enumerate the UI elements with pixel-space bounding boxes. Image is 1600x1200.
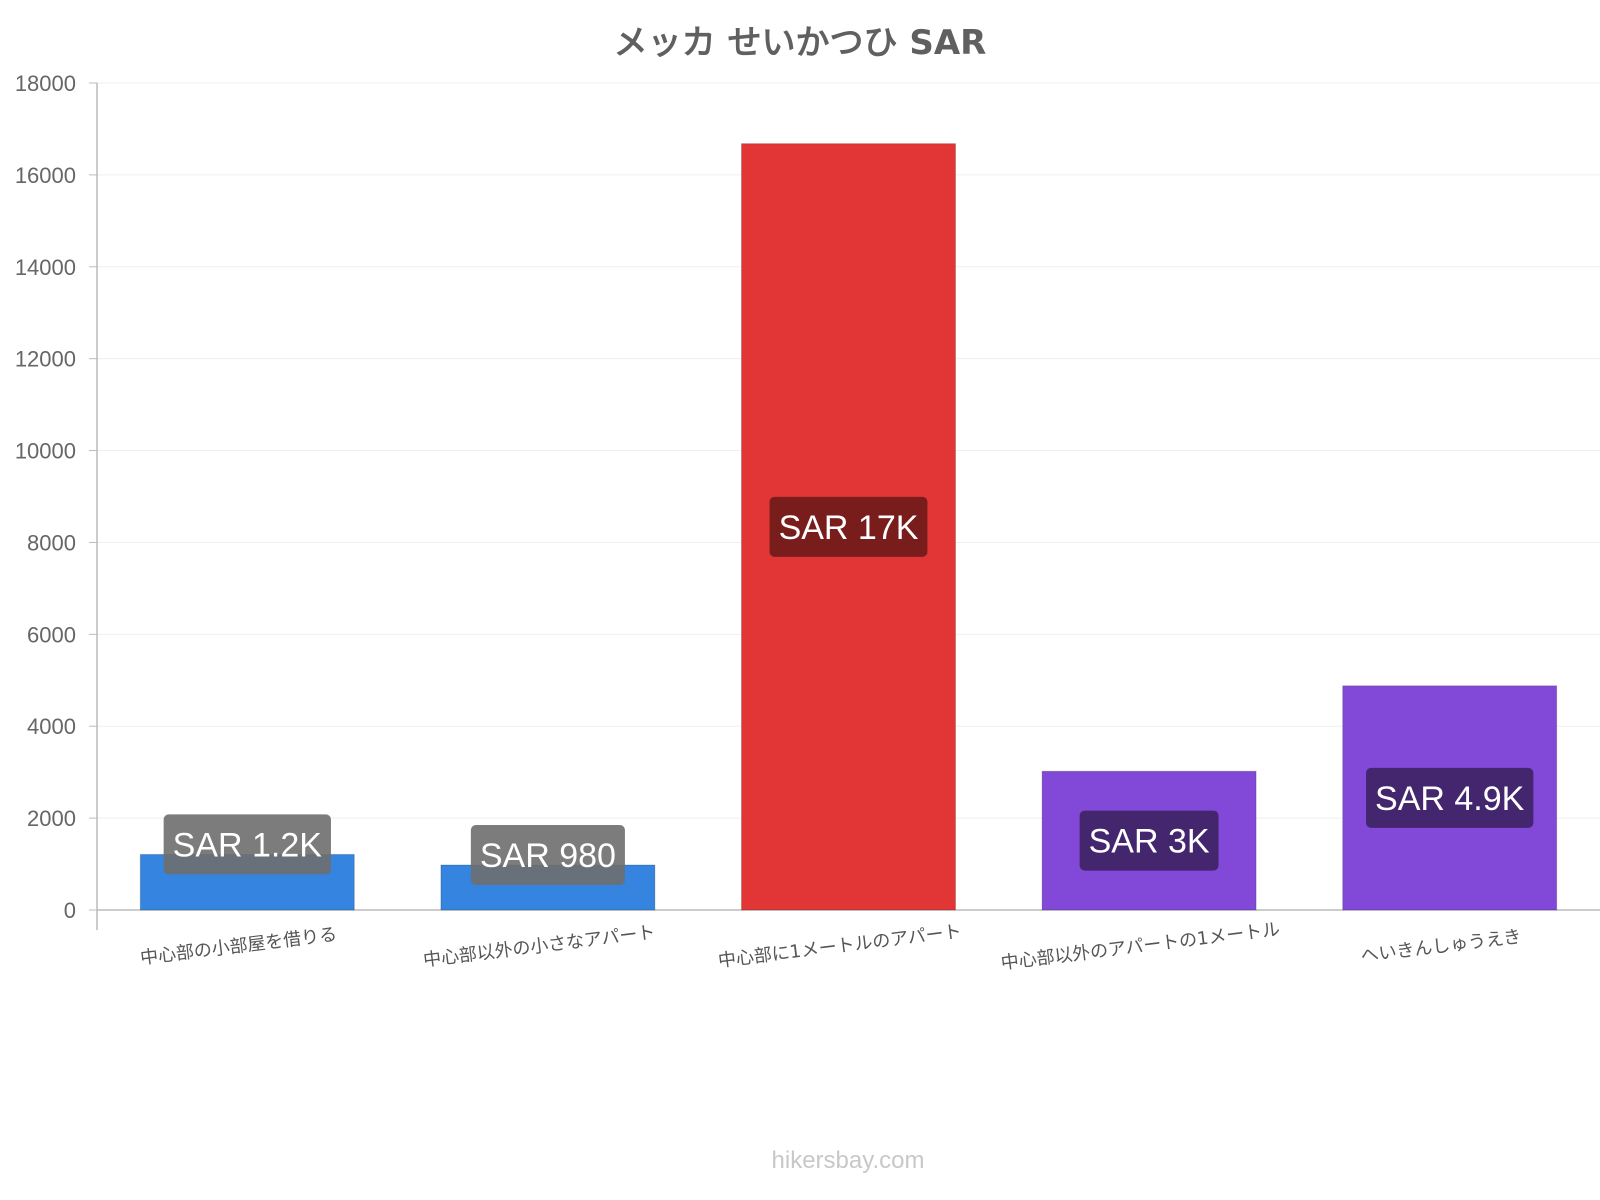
data-label-background	[1366, 767, 1534, 828]
data-label: SAR 980	[470, 824, 625, 885]
data-label-text: SAR 980	[480, 837, 616, 875]
data-label: SAR 3K	[1079, 810, 1219, 871]
data-label-text: SAR 3K	[1089, 823, 1210, 861]
data-label-background	[163, 814, 331, 875]
y-tick-label: 8000	[27, 530, 76, 555]
x-tick-label: 中心部以外のアパートの1メートル	[1000, 919, 1282, 974]
data-label: SAR 4.9K	[1366, 767, 1534, 828]
data-label-text: SAR 17K	[779, 509, 919, 547]
data-label-background	[1079, 810, 1219, 871]
chart-title: メッカ せいかつひ SAR	[614, 23, 987, 63]
watermark: hikersbay.com	[772, 1147, 925, 1174]
data-label-background	[470, 824, 625, 885]
x-tick-label: 中心部の小部屋を借りる	[139, 924, 338, 969]
y-tick-label: 18000	[15, 71, 76, 96]
data-label: SAR 1.2K	[163, 814, 331, 875]
data-label-text: SAR 4.9K	[1375, 780, 1525, 818]
y-tick-label: 2000	[27, 806, 76, 831]
data-label: SAR 17K	[769, 496, 928, 557]
y-tick-label: 14000	[15, 255, 76, 280]
y-tick-label: 10000	[15, 439, 76, 464]
y-tick-label: 4000	[27, 714, 76, 739]
y-tick-label: 16000	[15, 163, 76, 188]
y-tick-label: 12000	[15, 347, 76, 372]
data-labels: SAR 1.2K SAR 980 SAR 17K SAR 3K SAR 4.9K	[163, 496, 1534, 885]
data-label-text: SAR 1.2K	[173, 826, 323, 864]
x-tick-label: 中心部以外の小さなアパート	[422, 922, 656, 971]
x-axis-ticks: 中心部の小部屋を借りる 中心部以外の小さなアパート 中心部に1メートルのアパート 中心…	[139, 919, 1522, 974]
y-axis-ticks: 0 2000 4000 6000 8000 10000 12000 14000 16000 180…	[15, 71, 76, 923]
x-tick-label: 中心部に1メートルのアパート	[717, 921, 963, 972]
y-tick-label: 0	[64, 898, 76, 923]
y-tick-label: 6000	[27, 622, 76, 647]
x-tick-label: へいきんしゅうえき	[1360, 926, 1523, 967]
data-label-background	[769, 496, 928, 557]
